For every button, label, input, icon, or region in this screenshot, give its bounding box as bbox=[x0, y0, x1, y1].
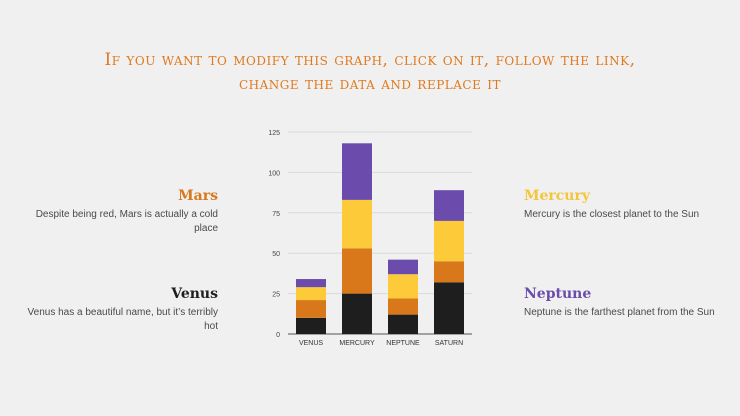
bar-segment bbox=[342, 143, 372, 200]
venus-heading: Venus bbox=[171, 286, 218, 302]
bar-segment bbox=[388, 259, 418, 275]
bar-segment bbox=[434, 190, 464, 221]
bar-segment bbox=[434, 282, 464, 334]
stacked-bar-chart[interactable]: 0 25 50 75 100 125 VENUS MERCURY NEPTUNE SATURN bbox=[260, 122, 480, 352]
mars-description: Despite being red, Mars is actually a co… bbox=[35, 209, 218, 234]
mercury-info-block: Mercury Mercury is the closest planet to… bbox=[524, 188, 724, 222]
x-tick-label: MERCURY bbox=[339, 340, 375, 347]
bar-segment bbox=[388, 274, 418, 299]
neptune-info-block: Neptune Neptune is the farthest planet f… bbox=[524, 286, 724, 320]
y-tick-label: 75 bbox=[272, 211, 280, 218]
x-tick-label: SATURN bbox=[435, 340, 463, 347]
bar-segment bbox=[296, 287, 326, 301]
bar-segment bbox=[342, 199, 372, 249]
mars-info-block: Mars Despite being red, Mars is actually… bbox=[18, 188, 218, 236]
bar-segment bbox=[296, 279, 326, 288]
bar-segment bbox=[434, 261, 464, 283]
bar-segment bbox=[296, 317, 326, 334]
y-tick-label: 100 bbox=[268, 170, 280, 177]
page-title: If you want to modify this graph, click … bbox=[104, 50, 636, 94]
bar-segment bbox=[342, 293, 372, 334]
venus-description: Venus has a beautiful name, but it’s ter… bbox=[27, 307, 218, 332]
mars-heading: Mars bbox=[178, 188, 218, 204]
mercury-description: Mercury is the closest planet to the Sun bbox=[524, 209, 700, 220]
mercury-heading: Mercury bbox=[524, 188, 590, 204]
x-tick-label: VENUS bbox=[299, 340, 323, 347]
y-tick-label: 25 bbox=[272, 292, 280, 299]
bar-segment bbox=[388, 298, 418, 315]
x-tick-label: NEPTUNE bbox=[386, 340, 420, 347]
venus-info-block: Venus Venus has a beautiful name, but it… bbox=[18, 286, 218, 334]
bar-segment bbox=[388, 314, 418, 334]
y-tick-label: 125 bbox=[268, 130, 280, 137]
neptune-description: Neptune is the farthest planet from the … bbox=[524, 307, 715, 318]
bar-segment bbox=[434, 220, 464, 262]
neptune-heading: Neptune bbox=[524, 286, 592, 302]
y-tick-label: 0 bbox=[276, 332, 280, 339]
bar-segment bbox=[342, 248, 372, 294]
y-tick-label: 50 bbox=[272, 251, 280, 258]
bar-segment bbox=[296, 300, 326, 318]
